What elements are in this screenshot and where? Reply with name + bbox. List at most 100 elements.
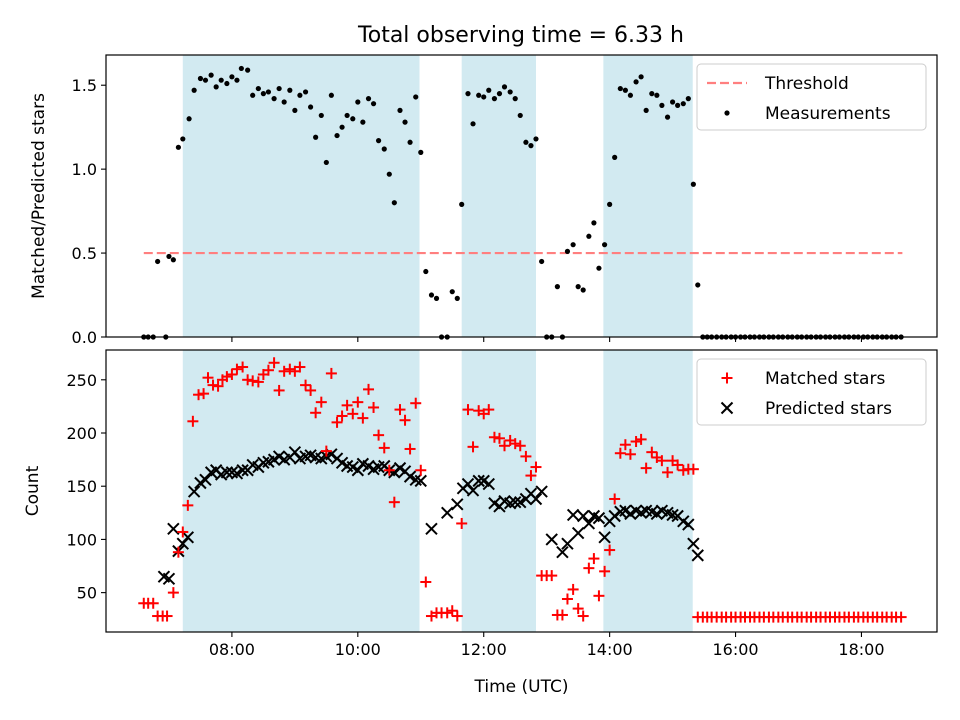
measurement-point xyxy=(580,287,586,293)
x-tick-label: 16:00 xyxy=(712,640,758,659)
measurement-point xyxy=(643,107,649,113)
y-tick-label: 0.0 xyxy=(72,328,97,347)
matched-star-point xyxy=(483,404,495,416)
legend-label: Threshold xyxy=(764,74,849,94)
matched-star-point xyxy=(394,404,406,416)
matched-star-point xyxy=(252,376,264,388)
predicted-star-point-stroke xyxy=(598,531,611,544)
matched-star-point xyxy=(583,562,595,574)
y-tick-label: 150 xyxy=(66,477,97,496)
predicted-star-point-stroke xyxy=(529,492,543,506)
predicted-star-point-stroke xyxy=(362,459,375,473)
measurement-point xyxy=(350,116,356,122)
measurement-point xyxy=(318,112,324,119)
predicted-star-point xyxy=(425,522,438,535)
measurement-point xyxy=(292,107,298,113)
matched-star-point xyxy=(462,404,474,416)
y-tick-label: 50 xyxy=(77,584,97,603)
predicted-star-point-stroke xyxy=(220,466,234,479)
predicted-star-point-stroke xyxy=(461,477,475,491)
predicted-star-point xyxy=(230,467,244,480)
matched-star-point xyxy=(451,610,463,622)
predicted-star-point-stroke xyxy=(272,450,286,463)
matched-star-point xyxy=(488,431,500,443)
measurement-point xyxy=(659,102,665,108)
matched-star-point xyxy=(546,570,558,582)
measurement-point xyxy=(175,144,181,150)
matched-star-point xyxy=(588,553,600,565)
matched-star-point xyxy=(420,576,432,588)
matched-star-point xyxy=(147,597,159,609)
predicted-star-point-stroke xyxy=(393,461,407,475)
measurement-point xyxy=(523,139,529,145)
predicted-star-point-stroke xyxy=(346,460,359,474)
measurement-point xyxy=(633,79,639,85)
measurement-point xyxy=(234,77,240,83)
predicted-star-point-stroke xyxy=(629,504,643,517)
measurement-point xyxy=(334,132,340,139)
matched-star-point xyxy=(373,429,385,441)
matched-star-point xyxy=(399,414,411,426)
predicted-star-point xyxy=(535,485,548,498)
measurement-point xyxy=(308,104,314,110)
predicted-star-point xyxy=(167,522,180,535)
measurement-point xyxy=(413,94,419,100)
predicted-star-point-stroke xyxy=(587,509,601,523)
predicted-star-point-stroke xyxy=(335,456,349,470)
matched-star-point xyxy=(493,432,505,444)
measurement-point xyxy=(596,265,602,271)
measurement-point xyxy=(428,292,435,298)
predicted-star-point xyxy=(561,537,574,550)
predicted-star-point xyxy=(162,572,176,585)
predicted-star-point-stroke xyxy=(561,537,574,550)
measurement-point xyxy=(539,258,545,265)
predicted-star-point xyxy=(508,495,522,509)
predicted-star-point-stroke xyxy=(691,549,704,562)
measurement-point xyxy=(470,121,476,127)
measurement-point xyxy=(476,92,482,98)
measurement-point xyxy=(591,220,597,226)
predicted-star-point xyxy=(598,531,611,544)
matched-star-point xyxy=(284,363,296,375)
measurement-point xyxy=(690,181,696,187)
predicted-star-point xyxy=(466,484,480,497)
measurement-point xyxy=(486,87,492,93)
matched-star-point xyxy=(577,610,589,622)
measurement-point xyxy=(360,119,366,125)
predicted-star-point-stroke xyxy=(682,518,695,531)
predicted-star-point-stroke xyxy=(498,494,511,508)
predicted-star-point-stroke xyxy=(482,477,495,491)
measurement-point xyxy=(391,200,397,206)
measurement-point xyxy=(344,112,350,119)
predicted-star-point-stroke xyxy=(514,495,527,509)
measurement-point xyxy=(602,242,608,248)
measurement-point xyxy=(186,116,192,122)
predicted-star-point xyxy=(592,511,606,525)
measurement-point xyxy=(649,91,655,97)
legend-measurement-swatch xyxy=(724,110,730,116)
matched-star-point xyxy=(415,464,427,476)
measurement-point xyxy=(218,77,224,83)
axes-frame xyxy=(105,349,938,633)
matched-star-point xyxy=(561,593,573,605)
predicted-star-point xyxy=(181,531,195,544)
matched-star-point xyxy=(242,374,254,386)
matched-star-point xyxy=(656,455,668,467)
predicted-star-point xyxy=(514,495,527,509)
predicted-star-point xyxy=(403,470,417,483)
measurement-point xyxy=(255,85,261,92)
legend-box xyxy=(696,358,927,426)
matched-star-point xyxy=(347,408,359,420)
measurement-point xyxy=(229,74,235,80)
measurement-point xyxy=(191,87,197,93)
measurement-point xyxy=(155,258,161,265)
matched-star-point xyxy=(202,372,214,384)
predicted-star-point-stroke xyxy=(230,467,244,480)
measurement-point xyxy=(170,257,176,263)
predicted-star-point-stroke xyxy=(181,531,195,544)
measurement-point xyxy=(328,92,334,98)
legend-label: Matched stars xyxy=(765,369,885,389)
predicted-star-point-stroke xyxy=(167,522,180,535)
matched-star-point xyxy=(410,397,422,409)
predicted-star-point xyxy=(691,549,704,562)
